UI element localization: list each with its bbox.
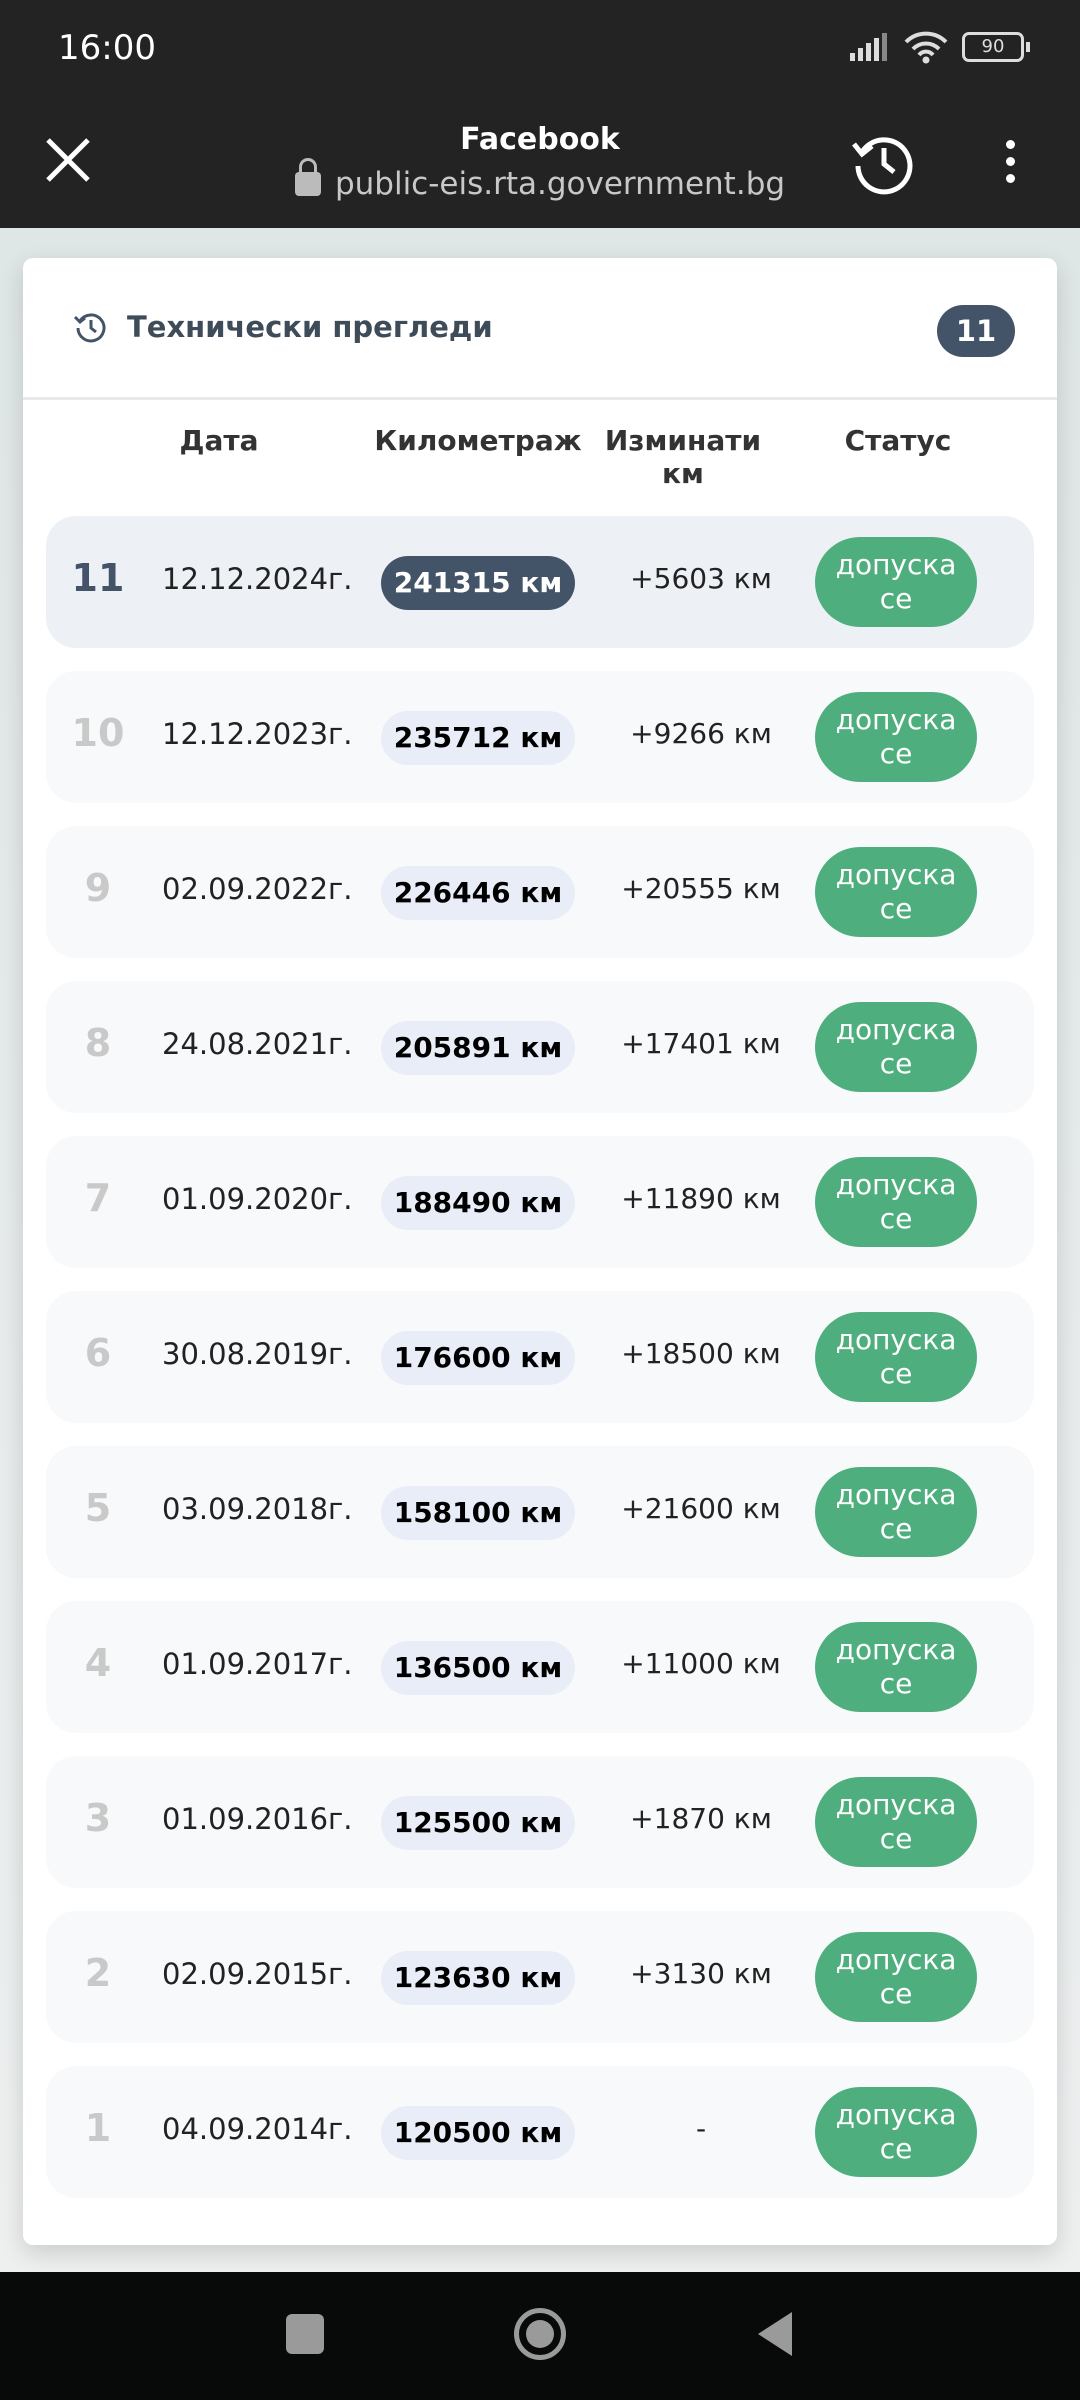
- status-badge: допуска се: [815, 1312, 977, 1402]
- distance-driven: +11890 км: [621, 1182, 781, 1215]
- distance-driven: +11000 км: [621, 1647, 781, 1680]
- status-badge: допуска се: [815, 692, 977, 782]
- status-badge: допуска се: [815, 1467, 977, 1557]
- table-row: 3 01.09.2016г. 125500 км +1870 км допуск…: [46, 1756, 1034, 1888]
- inspections-card: Технически прегледи 11 Дата Километраж И…: [23, 258, 1057, 2245]
- home-button[interactable]: [514, 2308, 566, 2360]
- status-badge: допуска се: [815, 537, 977, 627]
- inspection-date: 24.08.2021г.: [162, 1027, 353, 1061]
- table-row: 8 24.08.2021г. 205891 км +17401 км допус…: [46, 981, 1034, 1113]
- inspection-date: 30.08.2019г.: [162, 1337, 353, 1371]
- status-badge: допуска се: [815, 2087, 977, 2177]
- distance-driven: +20555 км: [621, 872, 781, 905]
- table-header: Дата Километраж Изминати км Статус: [23, 400, 1057, 510]
- distance-driven: +5603 км: [630, 562, 772, 595]
- back-button[interactable]: [758, 2312, 792, 2356]
- status-badge: допуска се: [815, 847, 977, 937]
- status-badge: допуска се: [815, 1157, 977, 1247]
- battery-icon: 90: [962, 32, 1030, 62]
- status-badge: допуска се: [815, 1777, 977, 1867]
- more-options-icon[interactable]: [995, 140, 1025, 190]
- mileage-badge: 241315 км: [381, 556, 575, 610]
- distance-driven: +21600 км: [621, 1492, 781, 1525]
- url-text: public-eis.rta.government.bg: [334, 166, 786, 202]
- mileage-badge: 158100 км: [381, 1486, 575, 1540]
- history-icon: [73, 313, 106, 343]
- mileage-badge: 136500 км: [381, 1641, 575, 1695]
- distance-driven: -: [695, 2112, 707, 2145]
- status-badge: допуска се: [815, 1002, 977, 1092]
- inspection-date: 02.09.2022г.: [162, 872, 353, 906]
- card-title: Технически прегледи: [127, 310, 493, 344]
- url-bar[interactable]: public-eis.rta.government.bg: [0, 158, 1080, 202]
- status-badge: допуска се: [815, 1622, 977, 1712]
- table-row: 5 03.09.2018г. 158100 км +21600 км допус…: [46, 1446, 1034, 1578]
- status-bar: 16:00 90: [0, 0, 1080, 110]
- history-icon[interactable]: [850, 130, 916, 196]
- row-number: 1: [84, 2106, 112, 2150]
- wifi-icon: [904, 31, 948, 64]
- table-row: 7 01.09.2020г. 188490 км +11890 км допус…: [46, 1136, 1034, 1268]
- mileage-badge: 188490 км: [381, 1176, 575, 1230]
- column-status: Статус: [844, 424, 952, 457]
- row-number: 8: [84, 1021, 112, 1065]
- row-number: 2: [84, 1951, 112, 1995]
- count-badge: 11: [937, 305, 1015, 357]
- row-number: 4: [84, 1641, 112, 1685]
- row-number: 10: [71, 711, 125, 755]
- recents-button[interactable]: [286, 2314, 324, 2354]
- inspection-date: 04.09.2014г.: [162, 2112, 353, 2146]
- card-header: Технически прегледи 11: [23, 258, 1057, 400]
- row-number: 6: [84, 1331, 112, 1375]
- row-number: 9: [84, 866, 112, 910]
- row-number: 11: [71, 556, 125, 600]
- column-mileage: Километраж: [374, 424, 582, 457]
- mileage-badge: 123630 км: [381, 1951, 575, 2005]
- distance-driven: +9266 км: [630, 717, 772, 750]
- inspection-date: 12.12.2024г.: [162, 562, 353, 596]
- inspection-date: 03.09.2018г.: [162, 1492, 353, 1526]
- inspection-date: 01.09.2017г.: [162, 1647, 353, 1681]
- table-row: 11 12.12.2024г. 241315 км +5603 км допус…: [46, 516, 1034, 648]
- page-title: Facebook: [460, 122, 620, 157]
- row-number: 7: [84, 1176, 112, 1220]
- table-row: 10 12.12.2023г. 235712 км +9266 км допус…: [46, 671, 1034, 803]
- mileage-badge: 120500 км: [381, 2106, 575, 2160]
- clock: 16:00: [58, 28, 156, 68]
- distance-driven: +17401 км: [621, 1027, 781, 1060]
- table-row: 1 04.09.2014г. 120500 км - допуска се: [46, 2066, 1034, 2198]
- mileage-badge: 205891 км: [381, 1021, 575, 1075]
- status-badge: допуска се: [815, 1932, 977, 2022]
- mileage-badge: 176600 км: [381, 1331, 575, 1385]
- inspection-date: 01.09.2020г.: [162, 1182, 353, 1216]
- close-icon[interactable]: [40, 132, 96, 188]
- lock-icon: [294, 158, 321, 196]
- distance-driven: +18500 км: [621, 1337, 781, 1370]
- column-date: Дата: [179, 424, 259, 457]
- table-row: 9 02.09.2022г. 226446 км +20555 км допус…: [46, 826, 1034, 958]
- inspection-date: 02.09.2015г.: [162, 1957, 353, 1991]
- table-row: 2 02.09.2015г. 123630 км +3130 км допуск…: [46, 1911, 1034, 2043]
- inspection-date: 01.09.2016г.: [162, 1802, 353, 1836]
- signal-icon: [850, 33, 887, 61]
- navigation-bar: [0, 2272, 1080, 2400]
- browser-toolbar: Facebook public-eis.rta.government.bg: [0, 110, 1080, 228]
- distance-driven: +3130 км: [630, 1957, 772, 1990]
- row-number: 3: [84, 1796, 112, 1840]
- table-row: 4 01.09.2017г. 136500 км +11000 км допус…: [46, 1601, 1034, 1733]
- row-number: 5: [84, 1486, 112, 1530]
- table-row: 6 30.08.2019г. 176600 км +18500 км допус…: [46, 1291, 1034, 1423]
- mileage-badge: 226446 км: [381, 866, 575, 920]
- inspection-date: 12.12.2023г.: [162, 717, 353, 751]
- mileage-badge: 125500 км: [381, 1796, 575, 1850]
- column-distance: Изминати км: [604, 424, 762, 490]
- mileage-badge: 235712 км: [381, 711, 575, 765]
- distance-driven: +1870 км: [630, 1802, 772, 1835]
